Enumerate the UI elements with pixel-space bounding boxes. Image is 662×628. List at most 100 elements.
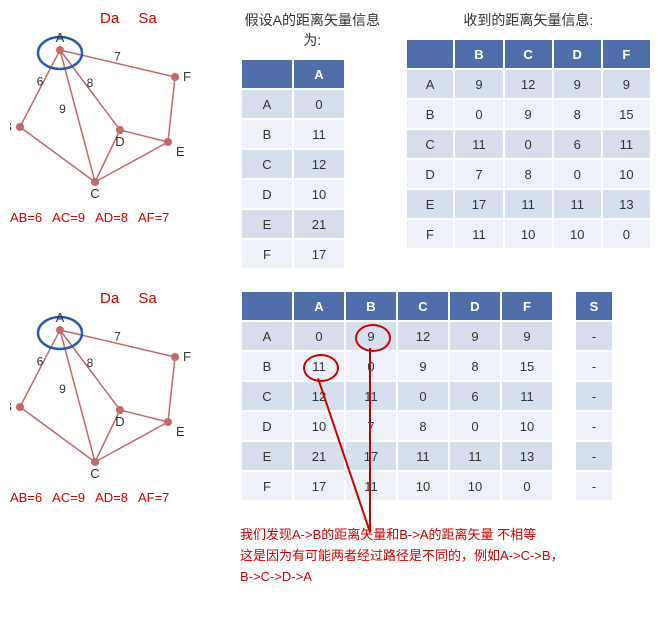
cell: 6 [554, 130, 601, 158]
cell: 10 [603, 160, 650, 188]
cell: 0 [398, 382, 448, 410]
row-header: A [242, 90, 292, 118]
col-header [242, 60, 292, 88]
cell: 0 [294, 90, 344, 118]
cell: 21 [294, 210, 344, 238]
edge-label: AC=9 [52, 210, 85, 225]
cell: - [576, 352, 612, 380]
row-header: E [242, 442, 292, 470]
svg-text:E: E [176, 424, 185, 439]
cell: 10 [450, 472, 500, 500]
edge-label: AF=7 [138, 210, 169, 225]
svg-text:8: 8 [87, 76, 94, 90]
row-header: C [242, 150, 292, 178]
footnote-line: 我们发现A->B的距离矢量和B->A的距离矢量 不相等 [240, 525, 652, 546]
cell: 11 [398, 442, 448, 470]
label-da: Da [100, 10, 119, 27]
col-header [407, 40, 454, 68]
cell: 17 [294, 240, 344, 268]
cell: 11 [346, 472, 396, 500]
col-header: C [505, 40, 552, 68]
svg-text:D: D [115, 134, 124, 149]
cell: 11 [554, 190, 601, 218]
cell: 11 [603, 130, 650, 158]
col-header: F [603, 40, 650, 68]
svg-text:A: A [56, 32, 65, 45]
col-header: B [455, 40, 502, 68]
svg-text:B: B [10, 119, 12, 134]
row-header: B [242, 352, 292, 380]
edge-labels-top: AB=6 AC=9 AD=8 AF=7 [10, 210, 240, 225]
col-header: D [450, 292, 500, 320]
cell: 17 [346, 442, 396, 470]
cell: 11 [455, 130, 502, 158]
cell: 10 [294, 412, 344, 440]
svg-text:F: F [183, 69, 191, 84]
label-sa-2: Sa [138, 290, 156, 307]
table-a: AA0B11C12D10E21F17 [240, 58, 346, 270]
row-header: C [407, 130, 454, 158]
svg-text:6: 6 [37, 75, 44, 89]
edge-label: AD=8 [95, 490, 128, 505]
col-header: B [346, 292, 396, 320]
cell: 11 [505, 190, 552, 218]
svg-text:8: 8 [87, 356, 94, 370]
row-header: B [242, 120, 292, 148]
row-header: D [242, 180, 292, 208]
cell: 0 [294, 322, 344, 350]
row-header: F [242, 240, 292, 268]
cell: 0 [450, 412, 500, 440]
cell: 15 [603, 100, 650, 128]
edge-label: AB=6 [10, 210, 42, 225]
edge-labels-bottom: AB=6AC=9AD=8AF=7 [10, 490, 240, 505]
network-graph-bottom: 6987ABCDEF [10, 312, 210, 482]
cell: 0 [603, 220, 650, 248]
cell: 12 [505, 70, 552, 98]
cell: 17 [294, 472, 344, 500]
row-header: A [242, 322, 292, 350]
col-header: S [576, 292, 612, 320]
col-header [242, 292, 292, 320]
cell: 12 [294, 150, 344, 178]
cell: 9 [450, 322, 500, 350]
svg-text:9: 9 [59, 102, 66, 116]
cell: 9 [455, 70, 502, 98]
row-header: B [407, 100, 454, 128]
footnote-line: B->C->D->A [240, 567, 652, 588]
network-graph-top: 6987ABCDEF [10, 32, 210, 202]
label-sa: Sa [138, 10, 156, 27]
cell: - [576, 442, 612, 470]
row-header: D [407, 160, 454, 188]
row-header: E [242, 210, 292, 238]
cell: 0 [554, 160, 601, 188]
table-bcdf: BCDFA91299B09815C110611D78010E17111113F1… [405, 38, 652, 250]
row-header: F [407, 220, 454, 248]
cell: 9 [398, 352, 448, 380]
caption-left: 假设A的距离矢量信息为: [240, 10, 385, 50]
col-header: A [294, 60, 344, 88]
cell: 10 [398, 472, 448, 500]
cell: 6 [450, 382, 500, 410]
edge-label: AD=8 [95, 210, 128, 225]
cell: 8 [398, 412, 448, 440]
edge-label: AC=9 [52, 490, 85, 505]
caption-right: 收到的距离矢量信息: [405, 10, 652, 30]
graph-panel-bottom: Da Sa 6987ABCDEF AB=6AC=9AD=8AF=7 [10, 290, 240, 505]
cell: - [576, 322, 612, 350]
cell: - [576, 412, 612, 440]
cell: 10 [505, 220, 552, 248]
cell: 11 [502, 382, 552, 410]
cell: 8 [505, 160, 552, 188]
row-header: A [407, 70, 454, 98]
cell: 8 [450, 352, 500, 380]
cell: 13 [603, 190, 650, 218]
cell: 10 [502, 412, 552, 440]
svg-text:7: 7 [114, 330, 121, 344]
graph-da-sa-top: Da Sa [100, 10, 240, 27]
cell: 11 [294, 120, 344, 148]
cell: 15 [502, 352, 552, 380]
svg-text:C: C [90, 186, 99, 201]
cell: 17 [455, 190, 502, 218]
footnote-line: 这是因为有可能两者经过路径是不同的，例如A->C->B， [240, 546, 652, 567]
cell: 10 [294, 180, 344, 208]
